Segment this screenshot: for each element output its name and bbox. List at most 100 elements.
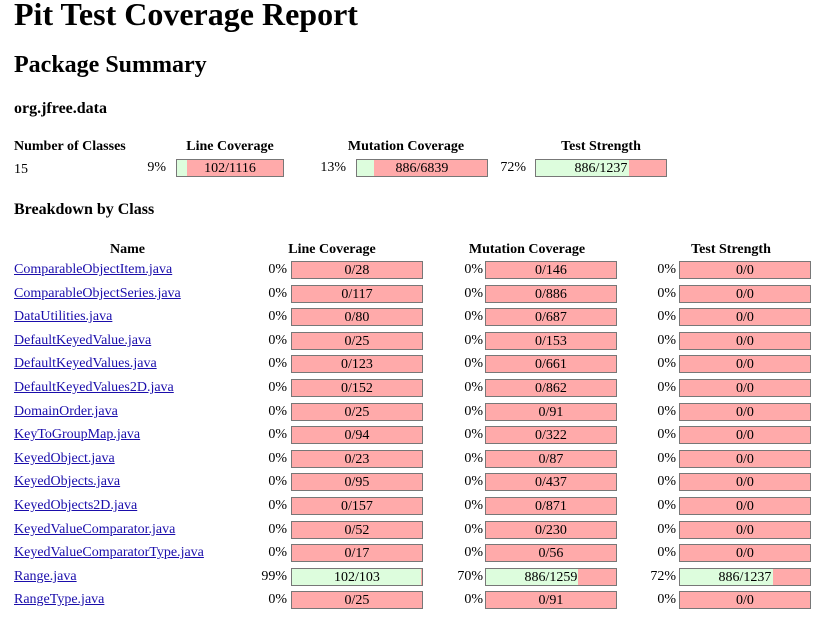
header-test-strength: Test Strength	[561, 139, 641, 154]
test-strength-fraction: 0/0	[736, 405, 754, 420]
line-coverage-percent: 0%	[268, 451, 287, 466]
line-coverage-bar: 0/52	[291, 521, 423, 539]
class-link[interactable]: DataUtilities.java	[14, 309, 113, 324]
line-coverage-percent: 0%	[268, 262, 287, 277]
mutation-coverage-fraction: 0/153	[535, 334, 567, 349]
mutation-coverage-percent: 0%	[464, 451, 483, 466]
line-coverage-fraction: 0/25	[344, 334, 370, 349]
line-coverage-fraction: 0/94	[344, 428, 370, 443]
line-coverage-fraction: 0/80	[344, 310, 370, 325]
header-mutation-coverage: Mutation Coverage	[347, 139, 465, 154]
test-strength-percent: 0%	[657, 451, 676, 466]
summary-line-coverage-bar: 102/1116	[176, 159, 284, 177]
line-coverage-fraction: 0/17	[344, 546, 370, 561]
test-strength-fraction: 0/0	[736, 475, 754, 490]
line-coverage-percent: 0%	[268, 545, 287, 560]
class-link[interactable]: KeyToGroupMap.java	[14, 427, 141, 442]
line-coverage-percent: 0%	[268, 498, 287, 513]
test-strength-fraction: 0/0	[736, 334, 754, 349]
line-coverage-bar: 0/25	[291, 591, 423, 609]
mutation-coverage-bar: 0/886	[485, 285, 617, 303]
mutation-coverage-fraction: 0/87	[538, 452, 564, 467]
line-coverage-fraction: 0/152	[341, 381, 373, 396]
package-summary-heading: Package Summary	[14, 52, 207, 78]
line-coverage-fraction: 102/103	[334, 570, 380, 585]
line-coverage-fraction: 0/23	[344, 452, 370, 467]
breakdown-heading: Breakdown by Class	[14, 201, 155, 218]
test-strength-fraction: 0/0	[736, 546, 754, 561]
class-link[interactable]: DefaultKeyedValues.java	[14, 356, 157, 371]
test-strength-percent: 0%	[657, 404, 676, 419]
class-link[interactable]: ComparableObjectItem.java	[14, 262, 173, 277]
line-coverage-percent: 99%	[261, 569, 287, 584]
mutation-coverage-bar: 0/56	[485, 544, 617, 562]
mutation-coverage-bar: 0/91	[485, 591, 617, 609]
mutation-coverage-fraction: 0/687	[535, 310, 567, 325]
mutation-coverage-fraction: 0/661	[535, 357, 567, 372]
mutation-coverage-percent: 0%	[464, 522, 483, 537]
line-coverage-percent: 0%	[268, 333, 287, 348]
line-coverage-fraction: 0/25	[344, 405, 370, 420]
line-coverage-bar: 0/152	[291, 379, 423, 397]
test-strength-fraction: 0/0	[736, 499, 754, 514]
test-strength-fraction: 0/0	[736, 452, 754, 467]
line-coverage-bar: 0/80	[291, 308, 423, 326]
test-strength-fraction: 0/0	[736, 523, 754, 538]
summary-test-strength-fraction: 886/1237	[574, 161, 628, 176]
test-strength-bar: 886/1237	[679, 568, 811, 586]
test-strength-bar: 0/0	[679, 379, 811, 397]
mutation-coverage-fraction: 0/56	[538, 546, 564, 561]
summary-line-coverage-fraction: 102/1116	[204, 161, 256, 176]
class-link[interactable]: Range.java	[14, 569, 77, 584]
test-strength-bar: 0/0	[679, 403, 811, 421]
header-breakdown-test-strength: Test Strength	[691, 242, 771, 257]
line-coverage-bar: 0/157	[291, 497, 423, 515]
summary-line-coverage-percent: 9%	[147, 160, 166, 175]
mutation-coverage-fraction: 0/437	[535, 475, 567, 490]
test-strength-covered-fill	[680, 569, 774, 585]
mutation-coverage-percent: 0%	[464, 427, 483, 442]
mutation-coverage-fraction: 0/91	[538, 405, 564, 420]
line-coverage-percent: 0%	[268, 404, 287, 419]
class-link[interactable]: KeyedValueComparatorType.java	[14, 545, 204, 560]
class-link[interactable]: ComparableObjectSeries.java	[14, 286, 181, 301]
test-strength-percent: 0%	[657, 522, 676, 537]
mutation-coverage-bar: 0/687	[485, 308, 617, 326]
class-link[interactable]: DomainOrder.java	[14, 404, 118, 419]
class-link[interactable]: RangeType.java	[14, 592, 105, 607]
line-coverage-bar: 102/103	[291, 568, 423, 586]
test-strength-percent: 0%	[657, 333, 676, 348]
test-strength-fraction: 0/0	[736, 357, 754, 372]
mutation-coverage-fraction: 0/886	[535, 287, 567, 302]
class-link[interactable]: KeyedValueComparator.java	[14, 522, 176, 537]
line-coverage-bar: 0/117	[291, 285, 423, 303]
mutation-coverage-percent: 0%	[464, 380, 483, 395]
class-link[interactable]: KeyedObjects2D.java	[14, 498, 138, 513]
class-link[interactable]: KeyedObject.java	[14, 451, 115, 466]
line-coverage-bar: 0/17	[291, 544, 423, 562]
header-number-of-classes: Number of Classes	[14, 139, 126, 154]
test-strength-bar: 0/0	[679, 450, 811, 468]
mutation-coverage-percent: 0%	[464, 498, 483, 513]
line-coverage-bar: 0/25	[291, 403, 423, 421]
summary-test-strength-bar: 886/1237	[535, 159, 667, 177]
test-strength-percent: 72%	[650, 569, 676, 584]
class-link[interactable]: DefaultKeyedValue.java	[14, 333, 152, 348]
summary-mutation-coverage-covered-fill	[357, 160, 374, 176]
mutation-coverage-bar: 0/146	[485, 261, 617, 279]
header-breakdown-line-coverage: Line Coverage	[288, 242, 376, 257]
class-link[interactable]: DefaultKeyedValues2D.java	[14, 380, 174, 395]
line-coverage-percent: 0%	[268, 309, 287, 324]
line-coverage-fraction: 0/25	[344, 593, 370, 608]
test-strength-bar: 0/0	[679, 473, 811, 491]
header-name: Name	[110, 242, 145, 257]
line-coverage-percent: 0%	[268, 474, 287, 489]
line-coverage-percent: 0%	[268, 286, 287, 301]
class-link[interactable]: KeyedObjects.java	[14, 474, 121, 489]
test-strength-percent: 0%	[657, 545, 676, 560]
test-strength-percent: 0%	[657, 380, 676, 395]
line-coverage-percent: 0%	[268, 427, 287, 442]
mutation-coverage-bar: 0/153	[485, 332, 617, 350]
mutation-coverage-fraction: 0/230	[535, 523, 567, 538]
test-strength-percent: 0%	[657, 427, 676, 442]
